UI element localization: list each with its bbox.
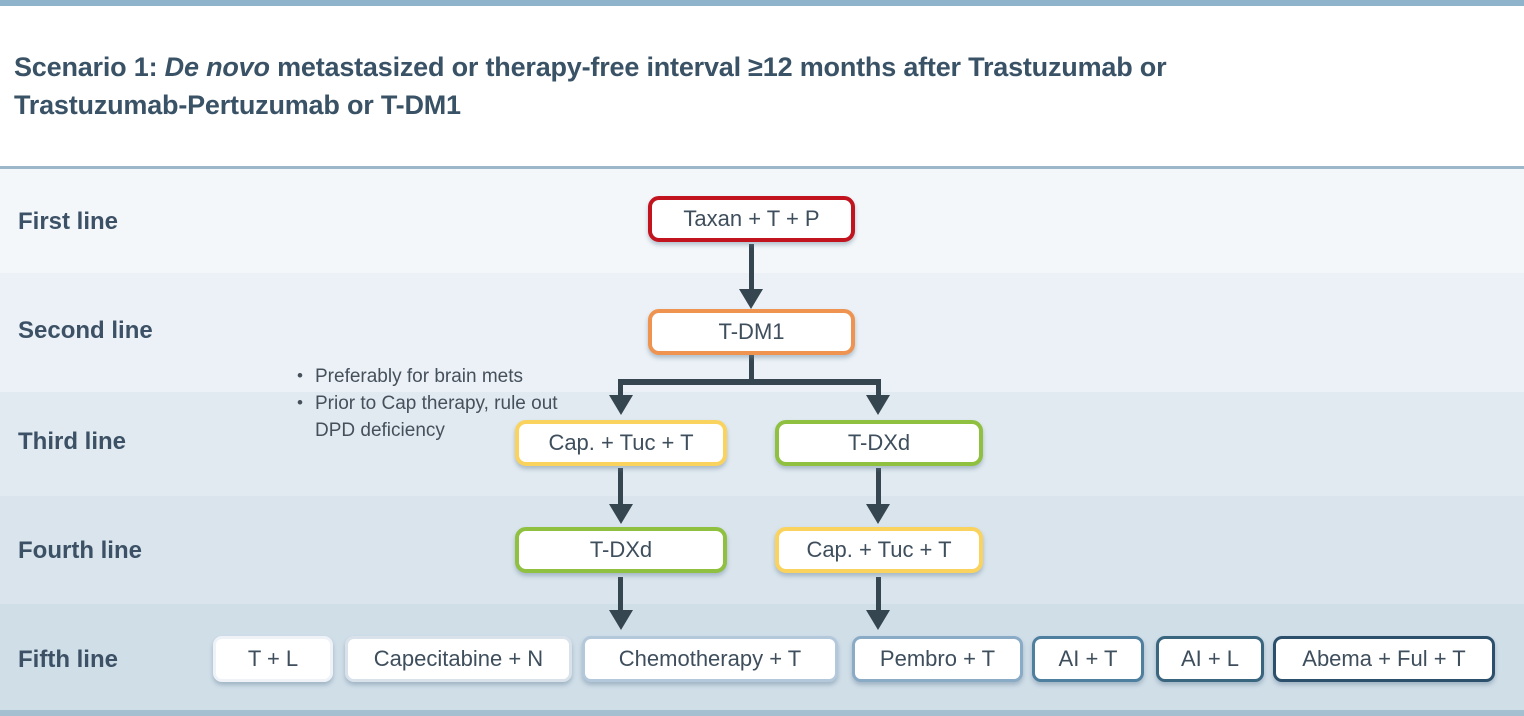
arrow-line-fourth-left-to-fifth — [618, 577, 623, 612]
node-label: Cap. + Tuc + T — [806, 537, 952, 562]
node-label: Chemotherapy + T — [618, 646, 802, 671]
arrow-line-third-left-to-fourth — [618, 468, 623, 506]
row-label-second: Second line — [18, 317, 153, 344]
node-t-l: T + L — [213, 636, 333, 682]
row-label-third: Third line — [18, 428, 126, 455]
arrow-line-branch-stub — [749, 353, 754, 382]
note-item: Preferably for brain mets — [293, 362, 591, 390]
node-label: Taxan + T + P — [683, 206, 820, 231]
title-emphasis: De novo — [164, 52, 270, 82]
node-label: AI + T — [1058, 646, 1118, 671]
arrow-line-branch-horizontal — [618, 379, 881, 385]
node-label: Cap. + Tuc + T — [548, 430, 694, 455]
arrow-head-third-left-to-fourth — [609, 504, 633, 524]
node-t-dm1: T-DM1 — [648, 309, 855, 355]
arrow-line-branch-left — [618, 379, 623, 397]
arrow-line-fourth-right-to-fifth — [876, 577, 881, 612]
node-label: Capecitabine + N — [373, 646, 544, 671]
arrow-line-third-right-to-fourth — [876, 468, 881, 506]
title-suffix: metastasized or therapy-free interval ≥1… — [269, 52, 1167, 82]
bottom-accent-bar — [0, 710, 1524, 716]
arrow-line-first-to-second — [749, 244, 754, 292]
top-accent-bar — [0, 0, 1524, 6]
row-label-fifth: Fifth line — [18, 646, 118, 673]
node-ai-t: AI + T — [1032, 636, 1144, 682]
notes-list: Preferably for brain mets Prior to Cap t… — [293, 362, 591, 444]
node-cap-tuc-t-fourth: Cap. + Tuc + T — [775, 527, 983, 573]
node-label: T-DM1 — [718, 319, 785, 344]
arrow-head-first-to-second — [739, 289, 763, 309]
node-chemotherapy-t: Chemotherapy + T — [582, 636, 838, 682]
node-abema-ful-t: Abema + Ful + T — [1273, 636, 1495, 682]
node-ai-l: AI + L — [1156, 636, 1264, 682]
title-prefix: Scenario 1: — [14, 52, 165, 82]
node-label: Pembro + T — [879, 646, 996, 671]
slide-title-line2: Trastuzumab-Pertuzumab or T-DM1 — [14, 90, 461, 120]
node-t-dxd-fourth: T-DXd — [515, 527, 727, 573]
node-label: T + L — [247, 646, 299, 671]
slide-title: Scenario 1: De novo metastasized or ther… — [14, 48, 1167, 124]
node-label: T-DXd — [847, 430, 911, 455]
node-cap-tuc-t-third: Cap. + Tuc + T — [515, 420, 727, 466]
title-divider-line — [0, 166, 1524, 169]
row-label-fourth: Fourth line — [18, 537, 142, 564]
arrow-head-branch-left — [609, 395, 633, 415]
slide-title-line1: Scenario 1: De novo metastasized or ther… — [14, 48, 1167, 86]
arrow-line-branch-right — [876, 379, 881, 397]
row-band-fourth — [0, 496, 1524, 604]
node-label: AI + L — [1180, 646, 1240, 671]
node-label: T-DXd — [589, 537, 653, 562]
node-capecitabine-n: Capecitabine + N — [345, 636, 572, 682]
arrow-head-branch-right — [866, 395, 890, 415]
arrow-head-fourth-left-to-fifth — [609, 610, 633, 630]
arrow-head-fourth-right-to-fifth — [866, 610, 890, 630]
row-label-first: First line — [18, 208, 119, 235]
row-band-third — [0, 392, 1524, 496]
node-pembro-t: Pembro + T — [852, 636, 1023, 682]
note-item: Prior to Cap therapy, rule out DPD defic… — [293, 389, 591, 444]
node-label: Abema + Ful + T — [1302, 646, 1466, 671]
arrow-head-third-right-to-fourth — [866, 504, 890, 524]
node-t-dxd-third: T-DXd — [775, 420, 983, 466]
node-taxan-t-p: Taxan + T + P — [648, 196, 855, 242]
